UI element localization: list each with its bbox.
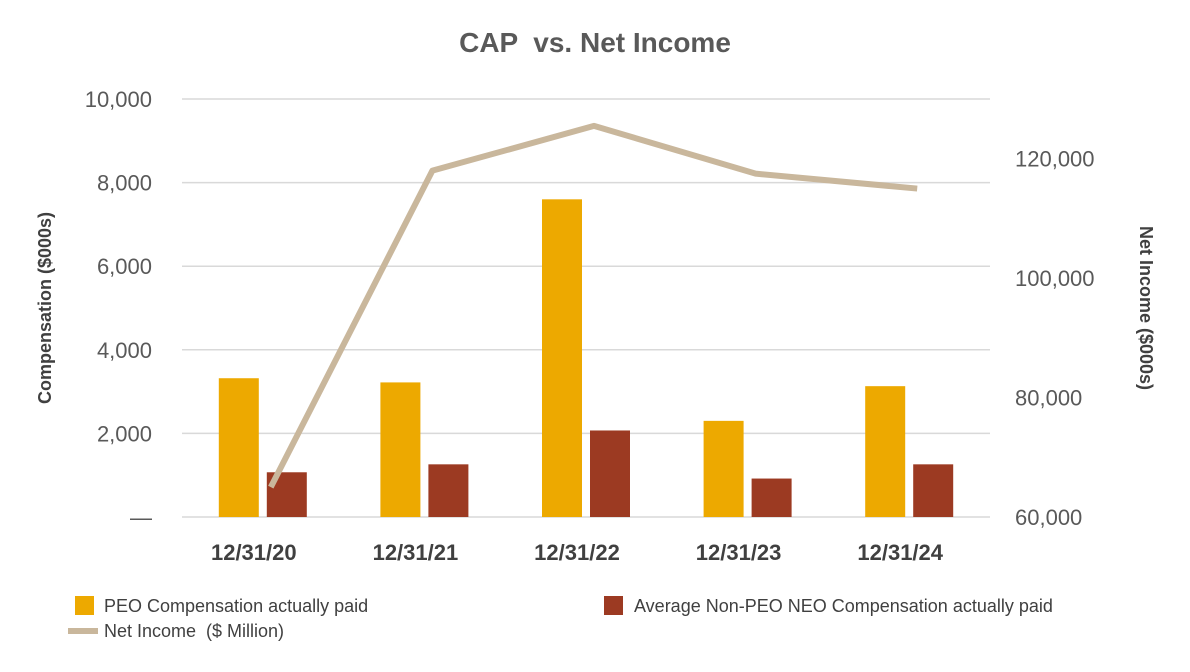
- bar-peo: [218, 378, 259, 517]
- category-labels: 12/31/20 12/31/21 12/31/22 12/31/23 12/31/24: [211, 540, 944, 565]
- right-tick-label: 80,000: [1015, 386, 1082, 411]
- left-tick-label: 10,000: [85, 87, 152, 112]
- bar-peo: [542, 199, 582, 517]
- bar-neo: [428, 464, 469, 517]
- category-label: 12/31/24: [857, 540, 943, 565]
- left-axis-ticks: — 2,000 4,000 6,000 8,000 10,000: [85, 87, 152, 530]
- right-tick-label: 100,000: [1015, 266, 1095, 291]
- left-axis-label: Compensation ($000s): [35, 212, 55, 404]
- legend-label-net-income: Net Income ($ Million): [104, 621, 284, 641]
- right-tick-label: 60,000: [1015, 505, 1082, 530]
- left-tick-label: —: [130, 505, 152, 530]
- right-axis-ticks: 60,000 80,000 100,000 120,000: [1015, 147, 1095, 530]
- bar-peo: [380, 382, 421, 517]
- left-tick-label: 4,000: [97, 338, 152, 363]
- category-label: 12/31/22: [534, 540, 620, 565]
- legend-swatch-peo: [75, 596, 94, 615]
- chart-title: CAP vs. Net Income: [459, 27, 731, 58]
- right-tick-label: 120,000: [1015, 147, 1095, 172]
- category-label: 12/31/21: [373, 540, 459, 565]
- legend-swatch-neo: [604, 596, 623, 615]
- bar-neo: [913, 464, 954, 517]
- left-tick-label: 6,000: [97, 254, 152, 279]
- legend-label-peo: PEO Compensation actually paid: [104, 596, 368, 616]
- category-label: 12/31/20: [211, 540, 297, 565]
- net-income-line: [268, 122, 918, 489]
- legend: PEO Compensation actually paid Average N…: [68, 596, 1053, 641]
- bar-peo: [703, 420, 744, 517]
- right-axis-label: Net Income ($000s): [1136, 226, 1156, 390]
- category-label: 12/31/23: [696, 540, 782, 565]
- left-tick-label: 2,000: [97, 421, 152, 446]
- bar-neo: [751, 478, 792, 517]
- legend-label-neo: Average Non-PEO NEO Compensation actuall…: [634, 596, 1053, 616]
- net-income-line-group: [268, 122, 918, 489]
- bar-peo: [865, 386, 906, 517]
- bar-neo: [590, 430, 630, 517]
- bars: [218, 199, 954, 517]
- left-tick-label: 8,000: [97, 171, 152, 196]
- gridlines: [182, 98, 990, 518]
